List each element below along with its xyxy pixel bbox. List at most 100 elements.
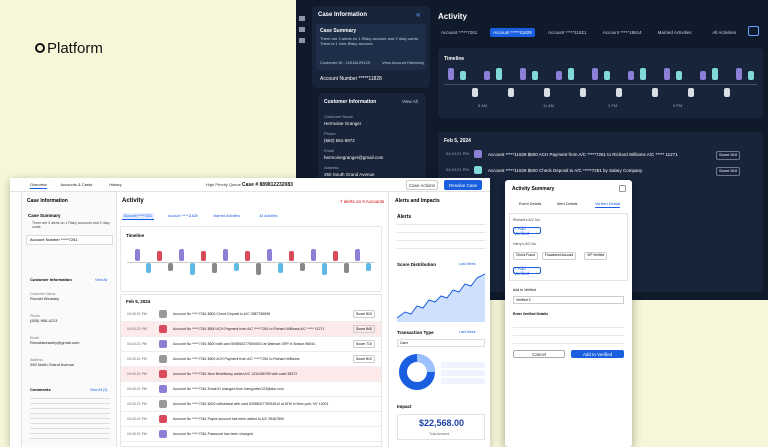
tab[interactable]: Account *****11828 [490,28,535,38]
event-row[interactable]: 04:43:21 PM Account No *****7261 Email ID… [121,382,381,397]
timeline-bar[interactable] [544,88,550,97]
timeline-bar[interactable] [355,249,360,261]
add-verified[interactable]: + Add Verified [513,266,541,276]
timeline-bar[interactable] [168,263,173,271]
search-button[interactable] [748,26,759,36]
timeline-bar[interactable] [688,88,694,97]
timeline-bar[interactable] [179,249,184,261]
submit-button[interactable]: Add to Verified [571,350,624,358]
timeline-bar[interactable] [234,263,239,271]
timeline-bar[interactable] [496,68,502,80]
icon[interactable] [299,16,305,21]
timeline-bar[interactable] [676,71,682,80]
timeline-bar[interactable] [201,251,206,261]
timeline-bar[interactable] [568,68,574,80]
timeline-bar[interactable] [580,88,586,97]
chip[interactable]: Check Fraud [513,252,538,260]
last-week[interactable]: Last Week [459,262,476,266]
timeline-bar[interactable] [267,249,272,261]
tab[interactable]: Event Details [519,202,542,206]
verified-select[interactable] [513,296,624,304]
timeline-bar[interactable] [508,88,514,97]
timeline-bar[interactable] [664,68,670,80]
tab[interactable]: Account *****11828 [167,214,198,218]
last-week[interactable]: Last Week [459,330,476,334]
view-all[interactable]: View All [95,278,108,282]
event-row[interactable]: 04:43:21 PM Account No *****7261 $500 ACH… [121,352,381,367]
timeline-bar[interactable] [472,88,478,97]
tab[interactable]: Account *****7261 [441,30,478,35]
timeline-bar[interactable] [223,249,228,261]
close-button[interactable] [619,185,626,192]
event-row[interactable]: 04:43:21 PM Account No *****7261 New Bene… [121,367,381,382]
timeline-bar[interactable] [520,68,526,80]
account-select[interactable] [312,72,430,88]
collapse-icon[interactable]: « [416,10,421,19]
timeline-bar[interactable] [135,249,140,261]
card-select[interactable] [397,339,485,347]
chip[interactable]: Fraudulent Account [541,252,577,260]
tab[interactable]: Married Activities [213,214,240,218]
timeline-bar[interactable] [700,71,706,80]
nav-tab[interactable]: Accounts & Cards [60,182,93,187]
timeline-bar[interactable] [245,251,250,261]
event-row[interactable]: 04:43:21 PM Account No *****7261 $400 wit… [121,397,381,412]
tab[interactable]: Married Activities [657,30,692,35]
timeline-bar[interactable] [157,251,162,261]
timeline-bar[interactable] [460,71,466,80]
comments-view-all[interactable]: View All (3) [90,388,108,392]
timeline-bar[interactable] [322,263,327,275]
cancel-button[interactable]: Cancel [513,350,565,358]
timeline-bar[interactable] [311,249,316,261]
icon[interactable] [299,27,305,32]
event-row[interactable]: 04:43:21 PM Account No *****7261 Password… [121,427,381,442]
timeline-bar[interactable] [628,71,634,80]
resolve-button[interactable]: Resolve Case [444,180,482,190]
event-row[interactable]: 04:43:21 PM Account No *****7261 $500 wit… [121,337,381,352]
timeline-bar[interactable] [640,68,646,80]
timeline-bar[interactable] [604,71,610,80]
event-row[interactable]: 04:43:21 PM Account No *****7261 $500 ACH… [121,322,381,337]
add-to-label: Add to Verified [513,288,536,292]
tab[interactable]: All Activities [259,214,278,218]
timeline-bar[interactable] [146,263,151,273]
timeline-bar[interactable] [616,88,622,97]
timeline-bar[interactable] [448,68,454,80]
timeline-bar[interactable] [556,71,562,80]
timeline-bar[interactable] [344,263,349,273]
icon[interactable] [299,38,305,43]
event-row[interactable]: 04:43:21 PM Account No *****7261 $500 Che… [121,307,381,322]
tab[interactable]: All Activities [712,30,737,35]
timeline-bar[interactable] [484,71,490,80]
timeline-bar[interactable] [212,263,217,273]
timeline-bar[interactable] [190,263,195,275]
timeline-bar[interactable] [592,68,598,80]
tab[interactable]: Account *****7261 [122,213,155,221]
tab[interactable]: Account *****11821 [548,30,587,35]
account-select[interactable] [26,235,113,245]
timeline-bar[interactable] [333,251,338,261]
nav-tab[interactable]: Overview [30,182,47,189]
timeline-bar[interactable] [532,71,538,80]
nav-tab[interactable]: History [109,182,122,187]
event-row[interactable]: 04:43:21 PM Account No *****7261 Payee ac… [121,412,381,427]
timeline-bar[interactable] [712,68,718,80]
timeline-bar[interactable] [724,88,730,97]
timeline-bar[interactable] [652,88,658,97]
chip[interactable]: VIP Verified [584,252,608,260]
timeline-bar[interactable] [289,251,294,261]
tab[interactable]: Account *****18614 [602,30,642,35]
timeline-bar[interactable] [256,263,261,275]
add-verified[interactable]: + Add Verified [513,226,541,236]
timeline-bar[interactable] [736,68,742,80]
timeline-bar[interactable] [366,263,371,271]
case-actions[interactable]: Case Actions [406,180,438,190]
timeline-bar[interactable] [300,263,305,271]
view-all[interactable]: View All [402,99,418,104]
tab[interactable]: Alert Details [557,202,578,206]
event-time: 04:43:21 PM [127,327,147,331]
timeline-bar[interactable] [278,263,283,273]
hierarchy-link[interactable]: View Account Hierarchy [382,60,425,65]
tab[interactable]: Verified Details [595,202,621,208]
timeline-bar[interactable] [748,71,754,80]
